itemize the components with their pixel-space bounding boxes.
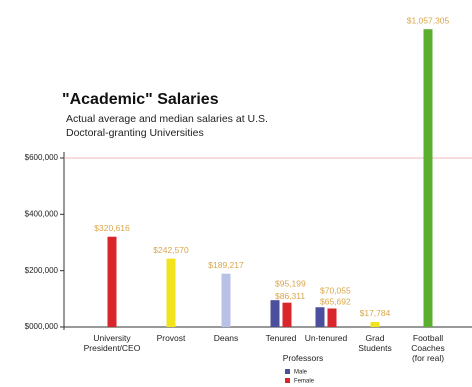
y-tick-label: $000,000 — [25, 322, 59, 331]
legend-swatch — [285, 378, 290, 383]
y-tick-label: $600,000 — [25, 153, 59, 162]
chart-title: "Academic" Salaries — [62, 91, 219, 108]
x-tick-label: Tenured — [265, 333, 297, 343]
chart-subtitle: Doctoral-granting Universities — [66, 127, 204, 139]
bar — [166, 258, 176, 327]
x-tick-label: University President/CEO — [83, 333, 141, 353]
legend-label: Male — [294, 370, 308, 376]
legend-label: Female — [294, 379, 315, 385]
x-tick-label: Deans — [213, 333, 239, 343]
y-tick-label: $400,000 — [25, 209, 59, 218]
y-tick-label: $200,000 — [25, 266, 59, 275]
x-tick-label: Un-tenured — [304, 333, 348, 343]
x-tick-label: Provost — [156, 333, 186, 343]
chart-subtitle: Actual average and median salaries at U.… — [66, 113, 268, 125]
bar — [107, 236, 117, 327]
bar — [221, 273, 231, 327]
bar — [423, 29, 433, 328]
value-label: $320,616 — [94, 223, 130, 233]
value-label: $17,784 — [360, 308, 391, 318]
bar — [270, 300, 280, 327]
x-tick-label: Football Coaches (for real) — [411, 333, 445, 363]
value-label: $1,057,305 — [407, 15, 450, 25]
group-label: Professors — [282, 353, 324, 363]
bar — [282, 302, 292, 327]
value-label: $242,570 — [153, 245, 189, 255]
bar — [327, 308, 337, 327]
legend-swatch — [285, 369, 290, 374]
bar — [370, 321, 380, 327]
value-label: $70,055 — [320, 286, 351, 296]
value-label: $95,199 — [275, 278, 306, 288]
x-tick-label: Grad Students — [358, 333, 392, 353]
bar — [315, 307, 325, 327]
value-label: $189,217 — [208, 260, 244, 270]
value-label: $65,692 — [320, 297, 351, 307]
value-label: $86,311 — [275, 291, 305, 301]
